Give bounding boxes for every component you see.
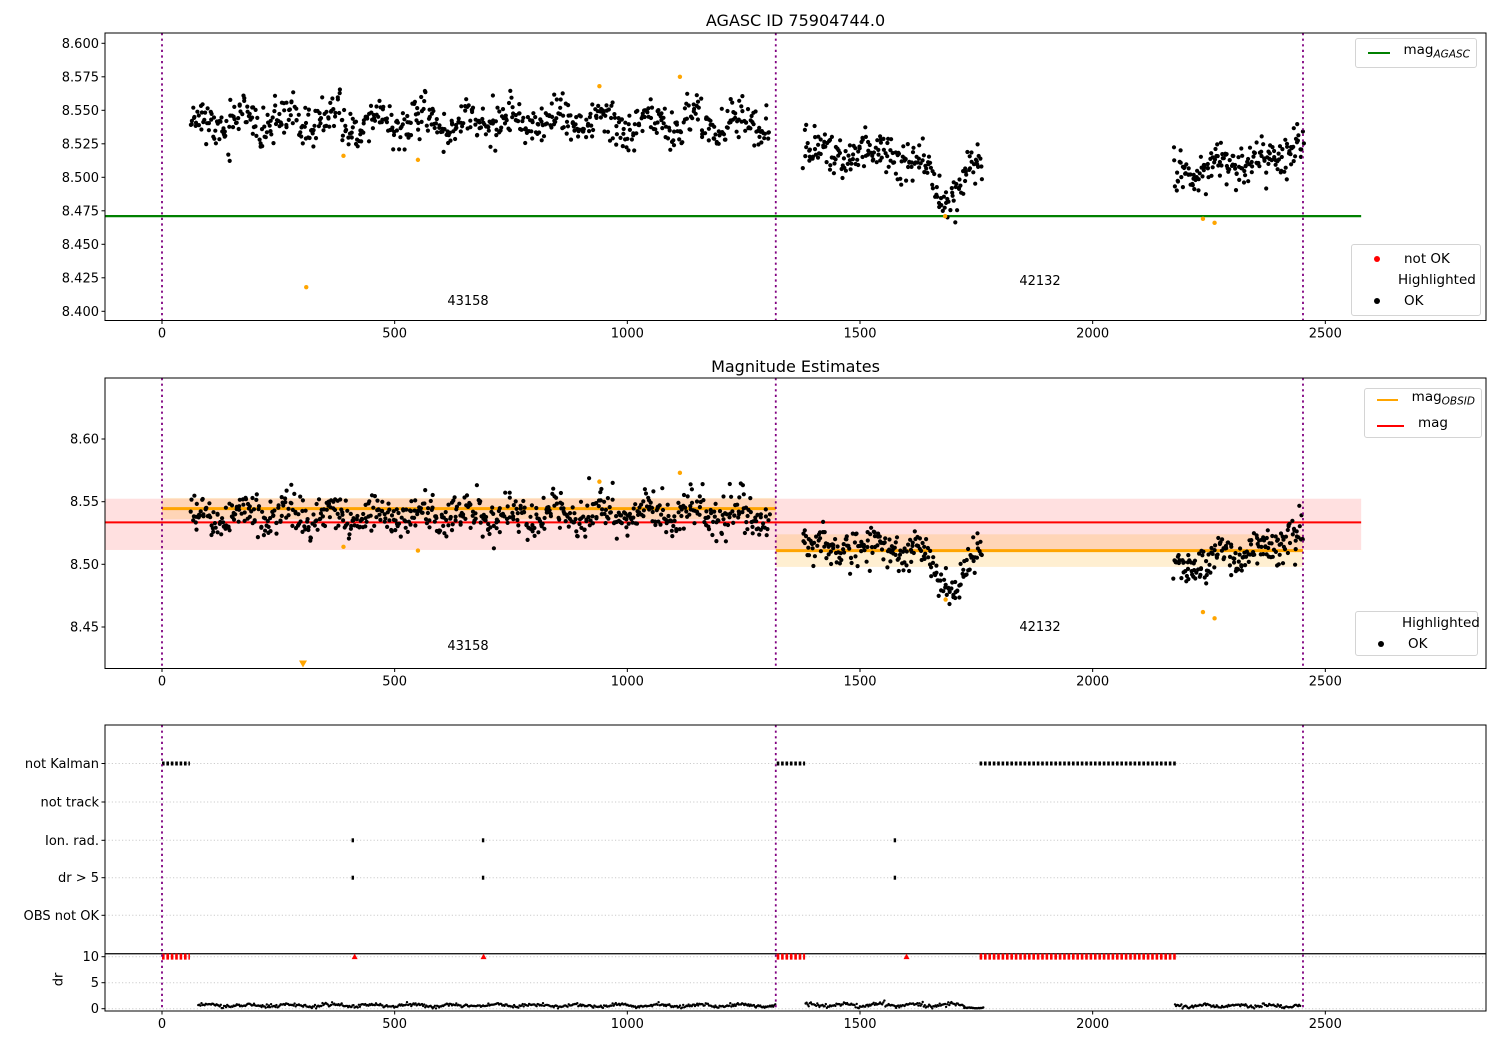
dr-overflow-point [351,953,358,960]
legend-label-highlighted: Highlighted [1402,614,1480,631]
tick-label: 8.425 [62,271,99,286]
tick-label: 8.60 [70,433,99,448]
dr-axis-label: dr [51,972,67,987]
legend-label-mag-obsid: magOBSID [1411,389,1475,408]
tick-label: 1000 [611,327,644,342]
tick-label: 8.475 [62,204,99,219]
tick-label: 2000 [1076,1017,1109,1032]
legend-mag-lines: magOBSID mag [1364,388,1482,438]
middle-plot-title: Magnitude Estimates [711,357,880,376]
tick-label: 0 [91,1002,99,1017]
ion-rad-flag [893,838,897,843]
tick-label: 1500 [843,327,876,342]
tick-label: 500 [382,1017,407,1032]
dr-overflow-point [480,953,487,960]
obsid-boundary-lines [161,33,1304,1011]
mag-line-sample [1377,424,1404,427]
legend-mag-agasc: magAGASC [1355,38,1477,68]
legend-row: mag [1377,413,1475,439]
legend-label-not-ok: not OK [1404,250,1450,267]
dr-overflow-point [903,953,910,960]
tick-label: 8.45 [70,621,99,636]
tick-label: 0 [158,675,166,690]
tick-label: 8.575 [62,70,99,85]
legend-label-highlighted: Highlighted [1398,271,1476,288]
mag-obsid-line-sample [1377,399,1398,402]
legend-label-ok: OK [1408,635,1428,652]
tick-label: 10 [82,950,99,965]
tick-label: 8.600 [62,37,99,52]
obsid-annotation-top-42132: 42132 [1019,274,1061,289]
ion-rad-flag [351,838,354,843]
tick-label: 0 [158,1017,166,1032]
legend-row: Highlighted [1364,270,1476,291]
legend-row: magAGASC [1368,40,1470,66]
top-plot-title: AGASC ID 75904744.0 [705,11,886,30]
tick-label: not track [40,796,99,811]
tick-label: 8.55 [70,495,99,510]
bottom-plot-layers [105,761,1486,1010]
tick-label: OBS not OK [24,909,100,924]
tick-label: Ion. rad. [45,834,99,849]
middle-ok-points [188,476,1305,607]
dr-gt5-flag [351,875,354,880]
legend-row: OK [1364,291,1474,312]
legend-label-mag-agasc: magAGASC [1403,42,1471,61]
legend-row: magOBSID [1377,387,1475,413]
dr-gt5-flag [481,875,485,880]
dr-gt5-flag [893,875,897,880]
top-highlighted-points [304,74,1217,290]
axes-frames [101,32,1487,1015]
middle-highlighted-points [298,470,1217,668]
tick-label: 2500 [1309,1017,1342,1032]
legend-row: OK [1368,634,1471,655]
tick-label: 8.550 [62,104,99,119]
tick-label: 8.500 [62,171,99,186]
obsid-annotation-mid-42132: 42132 [1019,620,1061,635]
ok-marker-sample [1374,298,1380,304]
tick-label: 500 [382,327,407,342]
ok-marker-sample [1378,641,1384,647]
legend-label-ok: OK [1404,292,1424,309]
legend-top-markers: not OK Highlighted OK [1351,244,1481,316]
tick-label: 2500 [1309,327,1342,342]
clipped-low-highlight-marker [298,660,307,668]
tick-label: 8.50 [70,558,99,573]
tick-label: 8.525 [62,137,99,152]
legend-label-mag: mag [1418,415,1448,431]
dr-trace [197,999,1302,1010]
tick-label: 8.400 [62,305,99,320]
tick-label: dr > 5 [58,871,99,886]
tick-label: 2000 [1076,327,1109,342]
tick-label: 0 [158,327,166,342]
mag-agasc-line-sample [1368,52,1390,54]
tick-label: 1000 [611,675,644,690]
ion-rad-flag [481,838,485,843]
obsid-annotation-mid-43158: 43158 [447,639,489,654]
legend-middle-markers: Highlighted OK [1355,611,1480,656]
tick-label: 500 [382,675,407,690]
legend-row: Highlighted [1368,613,1480,634]
tick-label: 1000 [611,1017,644,1032]
tick-label: 2500 [1309,675,1342,690]
tick-label: 8.450 [62,238,99,253]
tick-label: not Kalman [25,757,99,772]
tick-label: 2000 [1076,675,1109,690]
top-ok-points [188,87,1306,225]
tick-label: 1500 [843,1017,876,1032]
tick-label: 5 [91,976,99,991]
obsid-annotation-top-43158: 43158 [447,294,489,309]
legend-row: not OK [1364,249,1474,270]
not-ok-marker-sample [1374,256,1380,262]
tick-label: 1500 [843,675,876,690]
